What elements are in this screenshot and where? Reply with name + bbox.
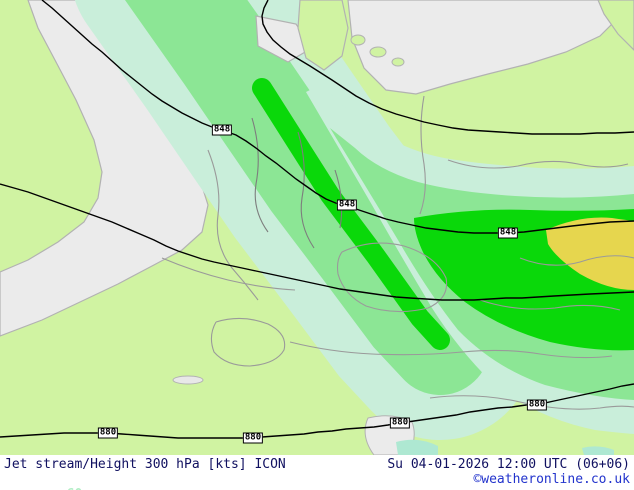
map-datetime: Su 04-01-2026 12:00 UTC (06+06) — [387, 457, 630, 472]
contour-832 — [261, 0, 634, 135]
jet-band-120-core — [546, 217, 634, 290]
jet-stream-map: 848 848 848 880 880 880 880 — [0, 0, 634, 455]
border-alps-austria — [289, 341, 613, 359]
border-poland-czech — [447, 159, 629, 169]
contour-label: 880 — [242, 432, 264, 444]
contour-label: 848 — [497, 227, 519, 239]
caption-row-legend: 60 80 100 120 140 160 180 ©weatheronline… — [0, 472, 634, 490]
border-czech — [336, 242, 448, 313]
jutland-peninsula — [297, 0, 349, 71]
jet-band-100-streak — [252, 78, 450, 350]
contour-848 — [41, 0, 634, 234]
contour-label: 880 — [389, 417, 411, 429]
border-group — [161, 95, 634, 410]
legend-value-60: 60 — [67, 487, 83, 490]
contour-label: 880 — [97, 427, 119, 439]
danish-island — [369, 46, 387, 58]
speed-legend: 60 80 100 120 140 160 180 — [4, 472, 97, 490]
danish-island — [391, 57, 405, 67]
copyright-text: ©weatheronline.co.uk — [473, 472, 630, 487]
danish-island — [350, 34, 366, 46]
caption-bar: Jet stream/Height 300 hPa [kts] ICON Su … — [0, 455, 634, 490]
border-hungary — [479, 299, 621, 311]
adriatic-sea — [396, 439, 438, 455]
contour-label: 848 — [211, 124, 233, 136]
sweden-coast — [597, 0, 634, 51]
border-germany-internal-2 — [297, 131, 315, 249]
border-italy-north — [429, 395, 634, 410]
border-belgium-france — [161, 257, 296, 291]
border-slovakia — [519, 255, 634, 266]
border-oder — [419, 95, 426, 215]
map-title: Jet stream/Height 300 hPa [kts] ICON — [4, 457, 286, 472]
lake-geneva — [172, 375, 204, 385]
coastal-water — [582, 446, 614, 455]
caption-row-title: Jet stream/Height 300 hPa [kts] ICON Su … — [0, 457, 634, 472]
contour-864 — [0, 183, 634, 301]
map-canvas — [0, 0, 634, 455]
border-switzerland — [210, 317, 286, 367]
border-germany-internal-1 — [251, 117, 269, 233]
contour-label: 880 — [526, 399, 548, 411]
contour-label: 848 — [336, 199, 358, 211]
